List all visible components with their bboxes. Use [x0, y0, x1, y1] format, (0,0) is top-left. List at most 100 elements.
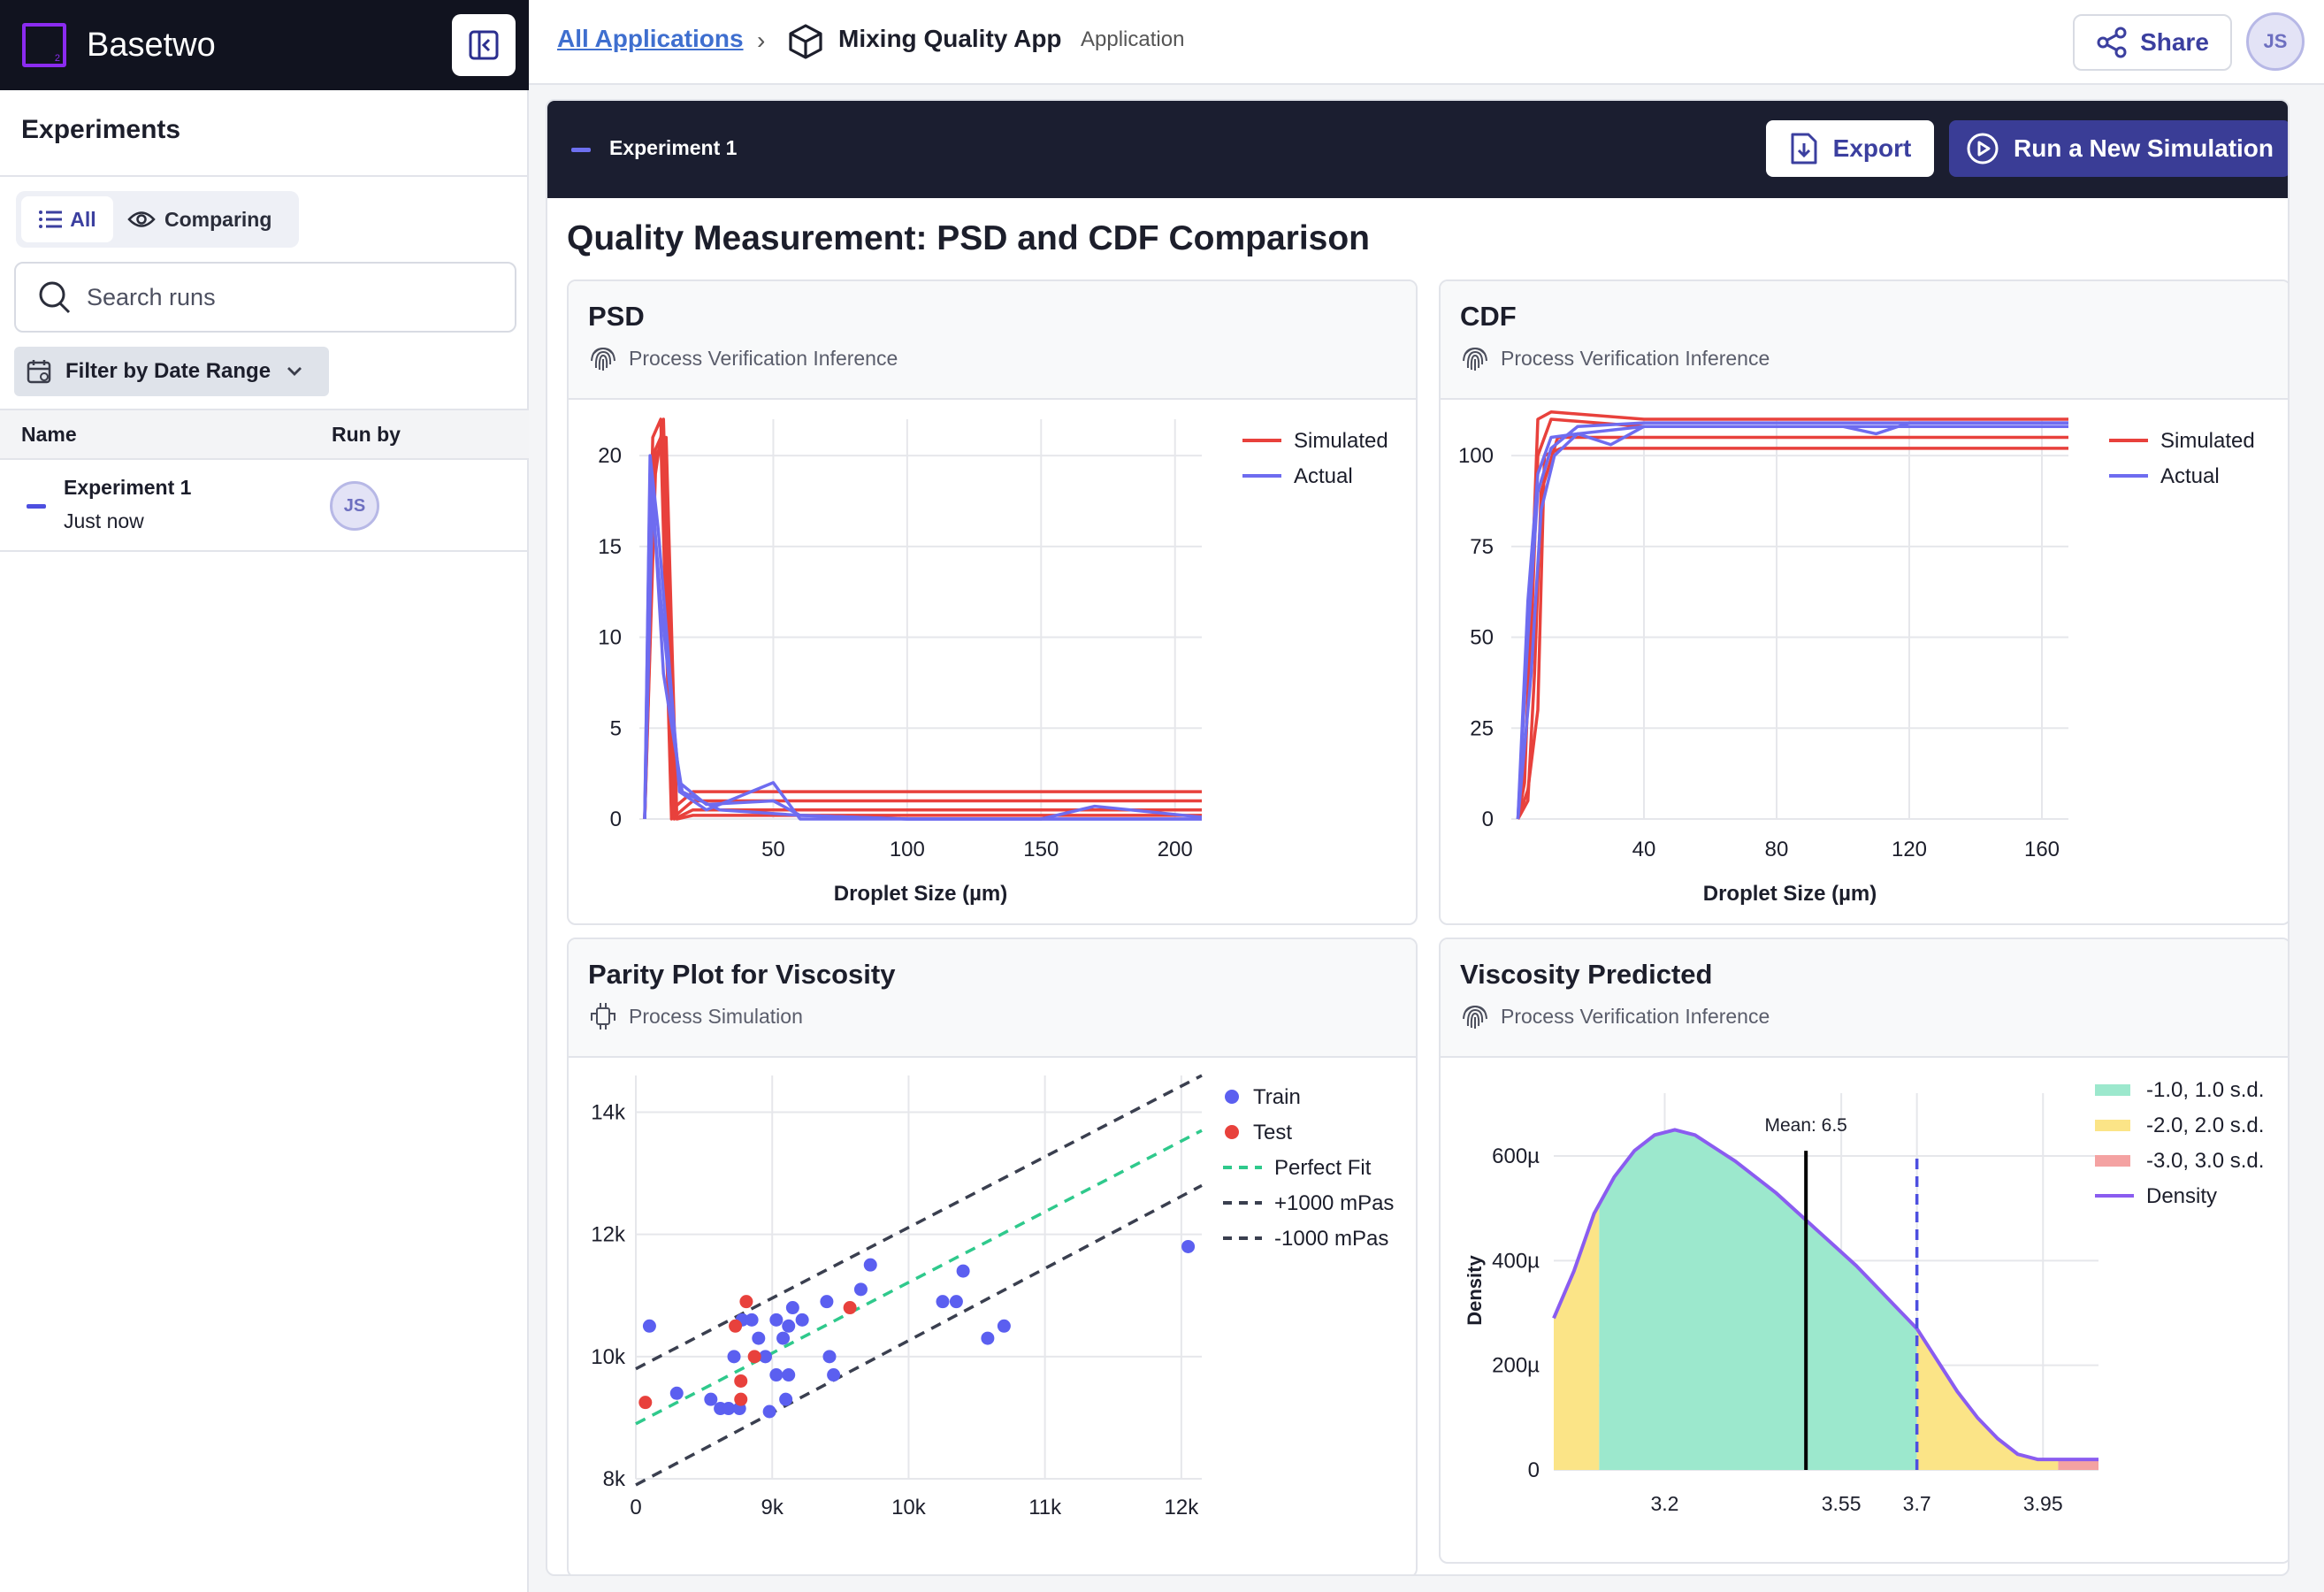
- train-point: [779, 1392, 793, 1406]
- brand-bar: 2 Basetwo: [0, 0, 529, 90]
- train-point: [722, 1402, 736, 1416]
- legend-3sd: -3.0, 3.0 s.d.: [2146, 1149, 2264, 1173]
- psd-chart: 50 100 150 200 0 5 10 15 20 Droplet Size (µm) Simu…: [598, 417, 1388, 906]
- density-line: [1552, 1128, 2098, 1462]
- psd-panel: PSD Process Verification Inference 50 100…: [567, 279, 1418, 925]
- train-point: [759, 1350, 773, 1364]
- export-button[interactable]: Export: [1766, 120, 1934, 177]
- x-tick-label: 12k: [1165, 1496, 1200, 1519]
- tab-comparing[interactable]: Comparing: [127, 196, 271, 242]
- viscosity-chart: Mean: 6.5 3.2 3.55 3.7 3.95 0 200µ 400µ 600µ Dens…: [1464, 1078, 2264, 1515]
- test-point: [638, 1396, 653, 1410]
- run-simulation-button[interactable]: Run a New Simulation: [1949, 120, 2288, 177]
- train-point: [1181, 1239, 1196, 1253]
- chevron-right-icon: ›: [757, 27, 766, 54]
- x-tick-label: 50: [761, 838, 785, 861]
- fingerprint-icon: [1463, 1005, 1487, 1029]
- column-name[interactable]: Name: [21, 423, 77, 446]
- section-title: Quality Measurement: PSD and CDF Compari…: [567, 219, 1370, 257]
- share-label: Share: [2140, 28, 2209, 56]
- play-circle-icon: [1967, 133, 1999, 165]
- legend-simulated: Simulated: [2160, 429, 2255, 453]
- series-line-actual: [1516, 421, 2068, 820]
- train-point: [827, 1368, 841, 1382]
- train-point: [782, 1368, 796, 1382]
- series-line-actual: [643, 490, 1202, 821]
- x-tick-label: 11k: [1028, 1496, 1062, 1519]
- breadcrumb-app-type: Application: [1081, 27, 1185, 51]
- legend-train: Train: [1253, 1085, 1301, 1109]
- series-line-simulated: [643, 417, 1202, 821]
- y-tick-label: 0: [1482, 807, 1494, 831]
- panel-subtitle: Process Verification Inference: [588, 343, 898, 373]
- train-point: [853, 1282, 868, 1297]
- panel-subtitle: Process Simulation: [588, 1001, 803, 1031]
- y-tick-label: 400µ: [1492, 1249, 1540, 1273]
- x-tick-label: 3.7: [1903, 1492, 1931, 1515]
- panel-header: PSD Process Verification Inference: [569, 281, 1416, 400]
- panel-title: PSD: [588, 301, 645, 332]
- runs-table-header: Name Run by: [0, 410, 529, 460]
- export-label: Export: [1832, 134, 1912, 162]
- panel-title: Viscosity Predicted: [1460, 959, 1713, 990]
- panel-header: Parity Plot for Viscosity Process Simula…: [569, 939, 1416, 1058]
- panel-subtitle: Process Verification Inference: [1460, 1001, 1770, 1031]
- table-row[interactable]: Experiment 1 Just now JS: [0, 462, 529, 552]
- panel-title: CDF: [1460, 301, 1517, 332]
- band-3sd-right: [2058, 1459, 2098, 1470]
- x-tick-label: 3.95: [2023, 1492, 2063, 1515]
- calendar-icon: [27, 360, 51, 384]
- series-line-simulated: [643, 435, 1202, 821]
- series-line-simulated: [1516, 435, 2068, 820]
- train-point: [669, 1386, 684, 1400]
- panel-subtitle-text: Process Verification Inference: [1501, 346, 1770, 370]
- download-file-icon: [1791, 133, 1817, 165]
- breadcrumb-app-name[interactable]: Mixing Quality App: [838, 25, 1062, 52]
- collapse-sidebar-button[interactable]: [452, 14, 516, 76]
- panel-subtitle-text: Process Verification Inference: [1501, 1004, 1770, 1028]
- x-tick-label: 3.55: [1822, 1492, 1861, 1515]
- x-tick-label: 160: [2024, 838, 2060, 861]
- top-bar: All Applications › Mixing Quality App Ap…: [529, 0, 2324, 85]
- tab-all[interactable]: All: [21, 196, 113, 242]
- x-tick-label: 150: [1023, 838, 1059, 861]
- train-point: [820, 1295, 834, 1309]
- parity-panel: Parity Plot for Viscosity Process Simula…: [567, 938, 1418, 1574]
- test-point: [843, 1301, 857, 1315]
- series-line-actual: [643, 471, 1202, 821]
- tab-comparing-label: Comparing: [164, 207, 272, 231]
- test-point: [747, 1350, 761, 1364]
- y-tick-label: 10k: [591, 1345, 626, 1369]
- collapse-sidebar-icon: [469, 30, 499, 60]
- user-avatar[interactable]: JS: [2246, 12, 2305, 71]
- panel-title: Parity Plot for Viscosity: [588, 959, 896, 990]
- column-run-by[interactable]: Run by: [332, 423, 401, 446]
- series-line-actual: [1516, 421, 2068, 820]
- share-button[interactable]: Share: [2073, 14, 2232, 71]
- cube-icon: [789, 24, 822, 59]
- series-line-actual: [1516, 425, 2068, 820]
- y-tick-label: 12k: [591, 1223, 626, 1247]
- legend-2sd: -2.0, 2.0 s.d.: [2146, 1114, 2264, 1137]
- y-tick-label: 100: [1458, 444, 1494, 468]
- legend-actual: Actual: [2160, 464, 2220, 488]
- train-point: [776, 1331, 791, 1345]
- breadcrumb-all-applications[interactable]: All Applications: [557, 25, 744, 52]
- search-input[interactable]: [85, 282, 509, 312]
- legend-1sd-swatch: [2095, 1084, 2130, 1096]
- train-point: [704, 1392, 718, 1406]
- search-icon: [39, 281, 71, 314]
- y-tick-label: 50: [1470, 626, 1494, 650]
- legend-test-swatch: [1225, 1125, 1239, 1139]
- y-tick-label: 200µ: [1492, 1354, 1540, 1378]
- y-tick-label: 5: [610, 716, 622, 740]
- cdf-chart: 40 80 120 160 0 25 50 75 100 Droplet Size (µm) Sim…: [1458, 410, 2255, 906]
- date-range-filter[interactable]: Filter by Date Range: [14, 347, 329, 396]
- reference-line: [635, 1074, 1203, 1371]
- legend-simulated: Simulated: [1294, 429, 1388, 453]
- experiment-name: Experiment 1: [609, 136, 738, 159]
- train-point: [997, 1319, 1011, 1333]
- x-tick-label: 100: [890, 838, 925, 861]
- divider: [0, 409, 529, 410]
- fingerprint-icon: [591, 347, 615, 371]
